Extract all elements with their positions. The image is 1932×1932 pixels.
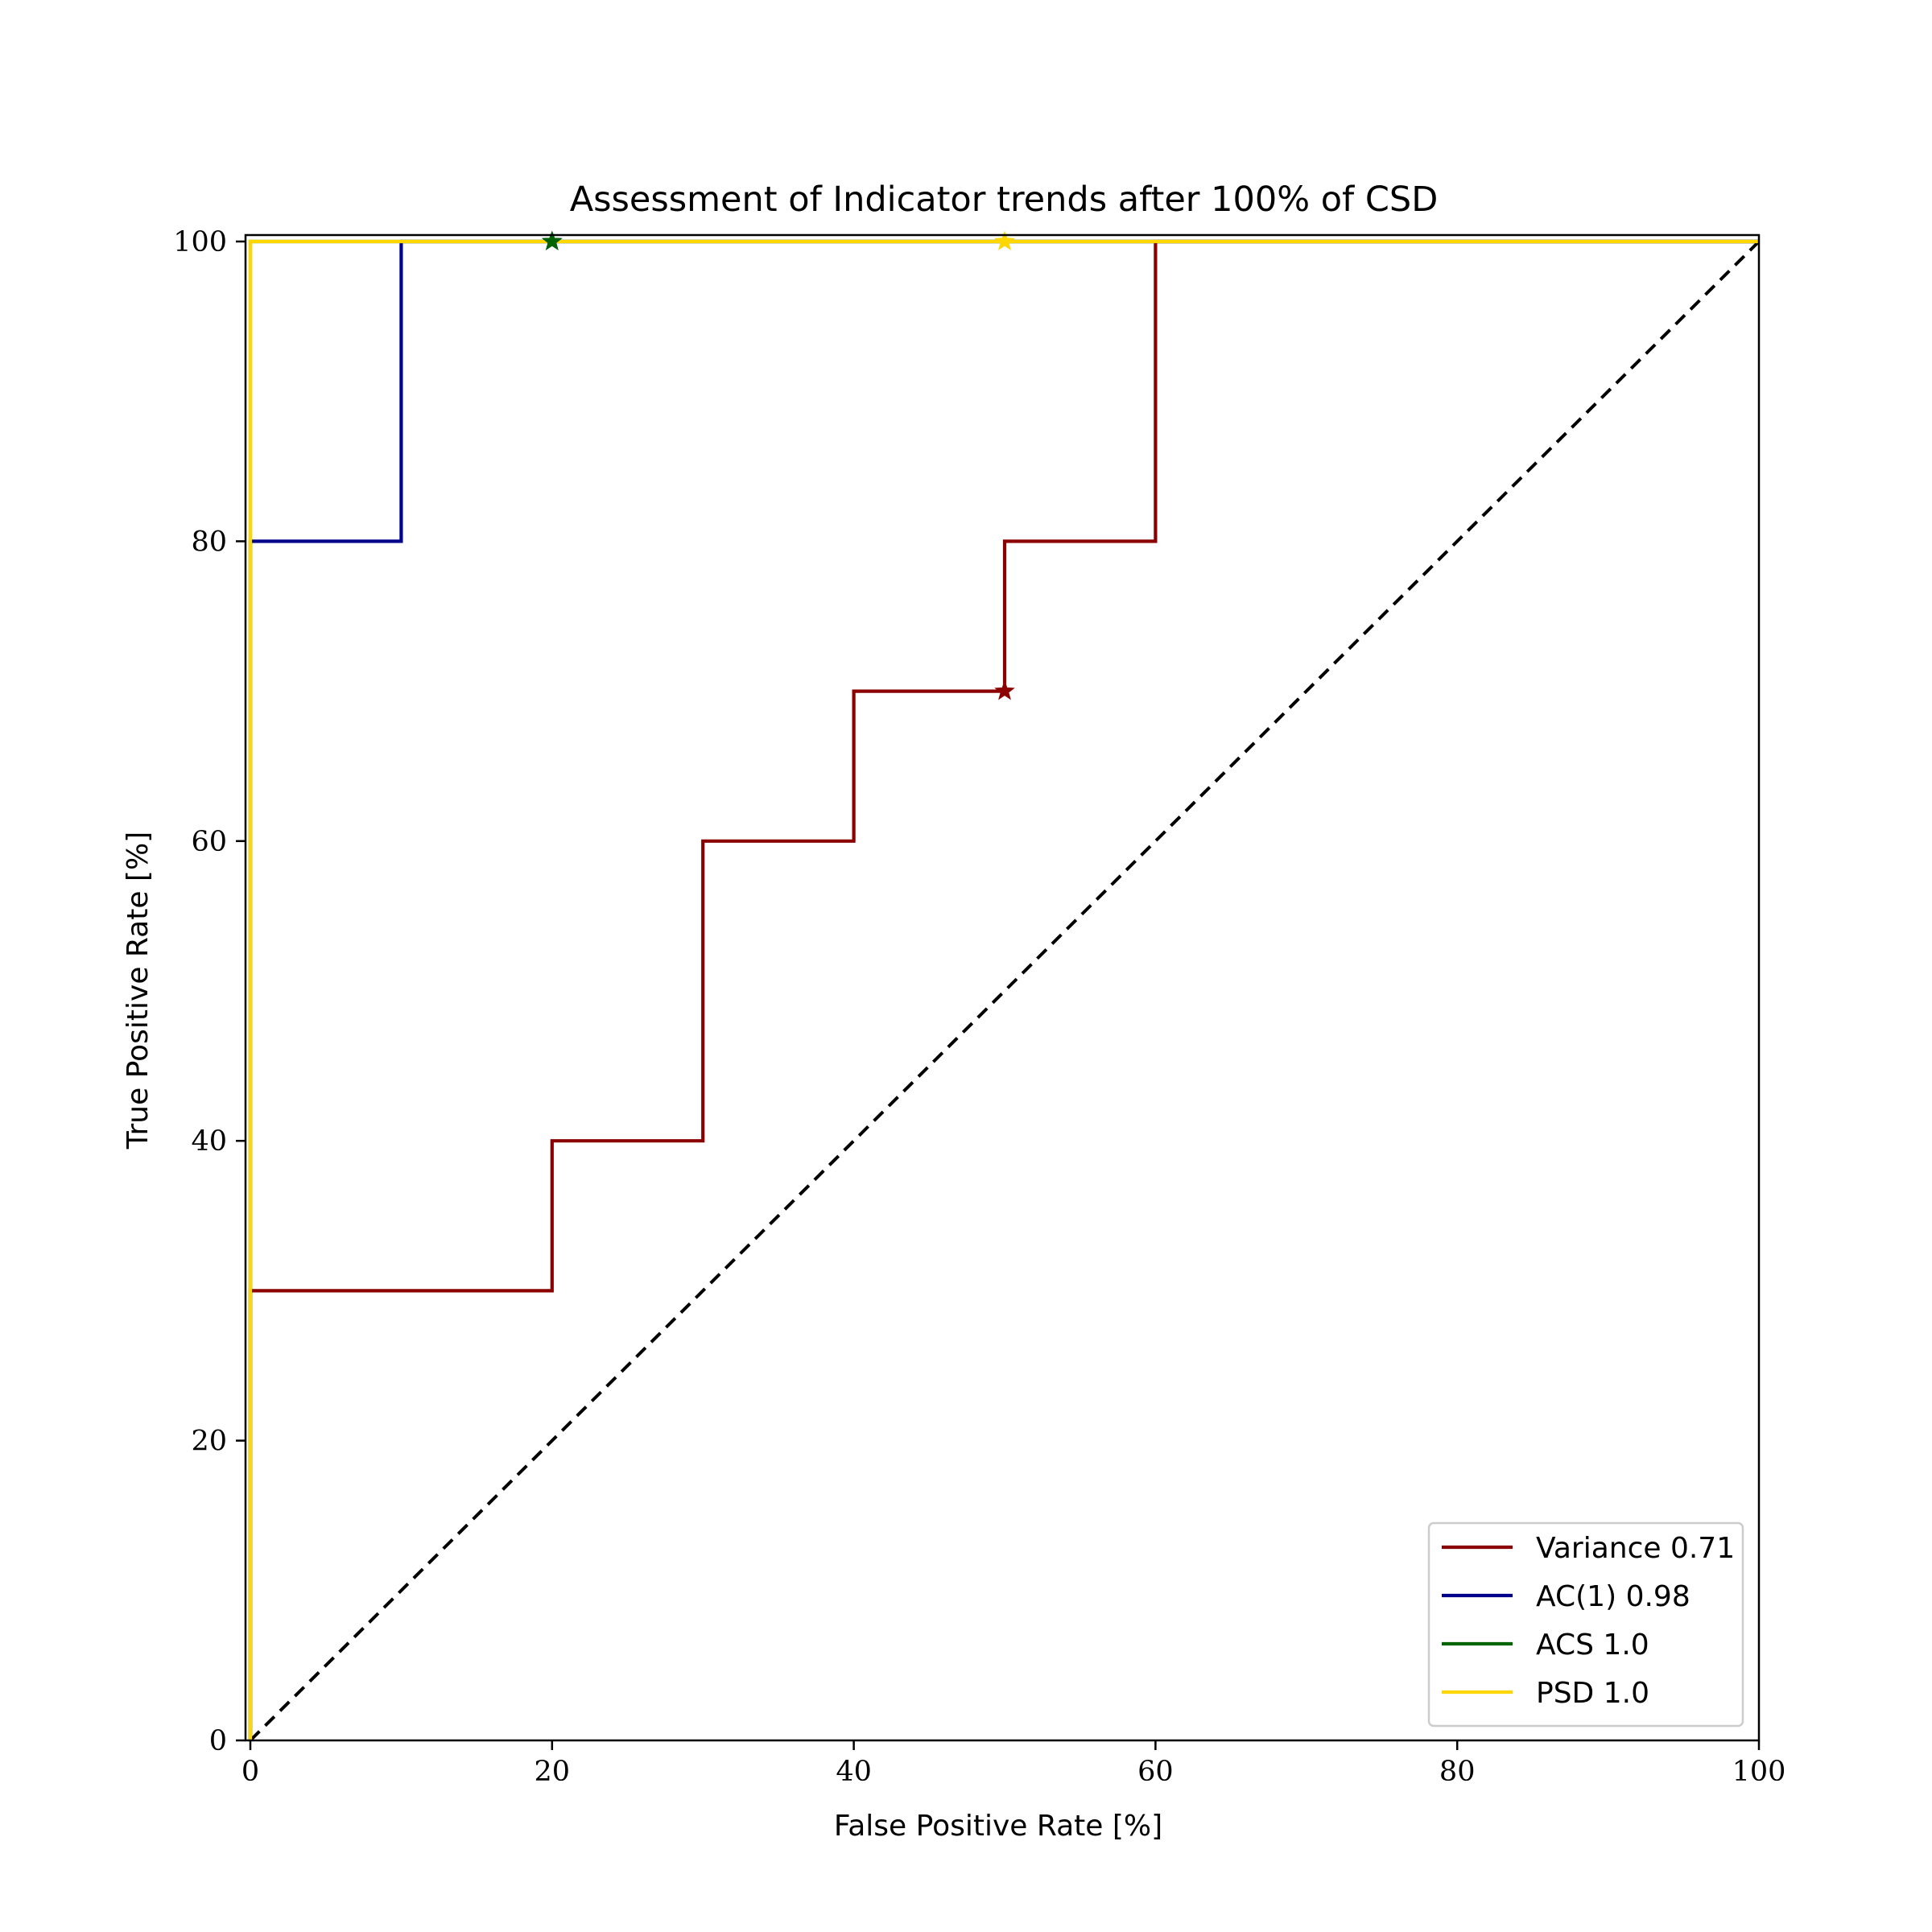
axis-ticks: 0 20 40 60 80 100 0 20 40 60 80 100 (173, 226, 1785, 1788)
y-tick-label: 80 (191, 526, 227, 558)
y-tick-label: 100 (173, 226, 227, 258)
y-axis-label: True Positive Rate [%] (122, 832, 155, 1150)
y-tick-label: 20 (191, 1426, 227, 1458)
x-tick-label: 40 (836, 1756, 872, 1788)
y-tick-label: 40 (191, 1125, 227, 1158)
series-line-3 (248, 239, 1759, 1740)
x-tick-label: 60 (1137, 1756, 1174, 1788)
y-tick-label: 0 (209, 1725, 227, 1757)
legend: Variance 0.71 AC(1) 0.98 ACS 1.0 PSD 1.0 (1427, 1521, 1744, 1728)
x-tick-label: 80 (1439, 1756, 1476, 1788)
x-tick-label: 0 (242, 1756, 259, 1788)
x-tick-label: 20 (535, 1756, 571, 1788)
legend-label-2: ACS 1.0 (1536, 1629, 1649, 1662)
x-axis-label: False Positive Rate [%] (834, 1810, 1162, 1843)
legend-label-0: Variance 0.71 (1536, 1532, 1735, 1565)
axes-frame (244, 233, 1761, 1742)
y-tick-label: 60 (191, 826, 227, 858)
series-marker-2 (542, 230, 563, 250)
plot-area (248, 230, 1761, 1742)
chart-title: Assessment of Indicator trends after 100… (570, 180, 1439, 220)
series-line-0 (248, 239, 1759, 1740)
series-marker-0 (994, 680, 1015, 700)
x-tick-label: 100 (1732, 1756, 1786, 1788)
legend-box (1427, 1521, 1744, 1728)
series-marker-3 (994, 230, 1015, 250)
legend-label-1: AC(1) 0.98 (1536, 1580, 1690, 1613)
legend-label-3: PSD 1.0 (1536, 1677, 1649, 1710)
